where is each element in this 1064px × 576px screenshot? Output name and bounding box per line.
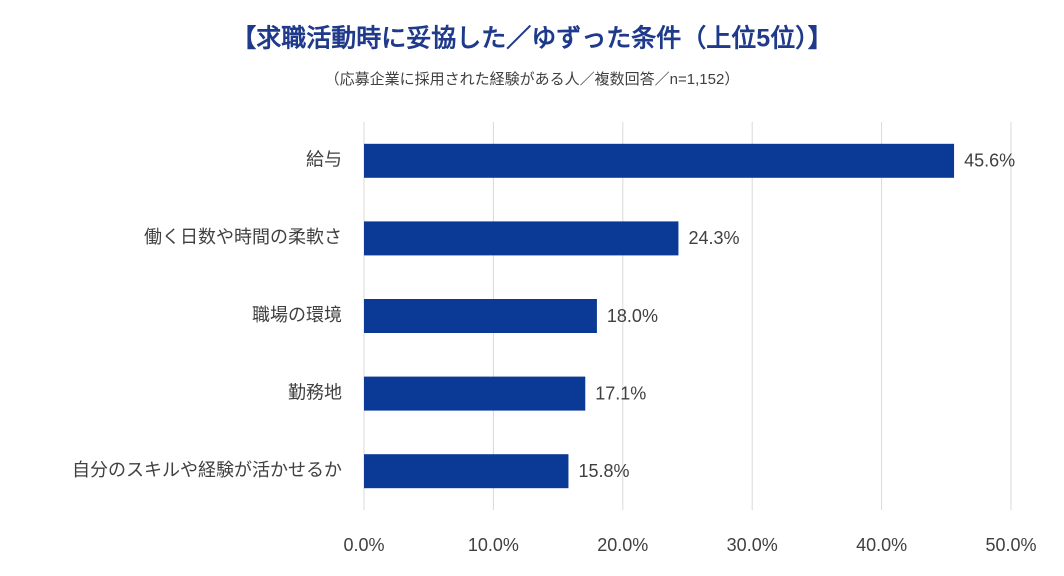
y-tick-label: 職場の環境 [252,305,342,325]
bar [364,143,955,178]
chart-title: 【求職活動時に妥協した／ゆずった条件（上位5位）】 [231,24,832,53]
x-tick-label: 30.0% [727,535,778,555]
x-tick-label: 0.0% [343,535,384,555]
value-label: 17.1% [595,383,646,403]
bar [364,221,679,256]
y-tick-label: 勤務地 [288,382,342,402]
y-tick-label: 働く日数や時間の柔軟さ [144,227,342,247]
bar [364,376,586,411]
chart-subtitle: （応募企業に採用された経験がある人／複数回答／n=1,152） [325,70,740,88]
x-tick-label: 50.0% [985,535,1036,555]
x-tick-label: 10.0% [468,535,519,555]
bar [364,299,597,333]
y-tick-label: 自分のスキルや経験が活かせるか [72,460,342,480]
value-label: 45.6% [964,151,1015,171]
x-tick-label: 40.0% [856,535,907,555]
x-tick-label: 20.0% [597,535,648,555]
value-label: 15.8% [578,461,629,481]
value-label: 24.3% [688,228,739,248]
y-tick-label: 給与 [306,150,342,170]
value-label: 18.0% [607,306,658,326]
bar [364,454,569,489]
